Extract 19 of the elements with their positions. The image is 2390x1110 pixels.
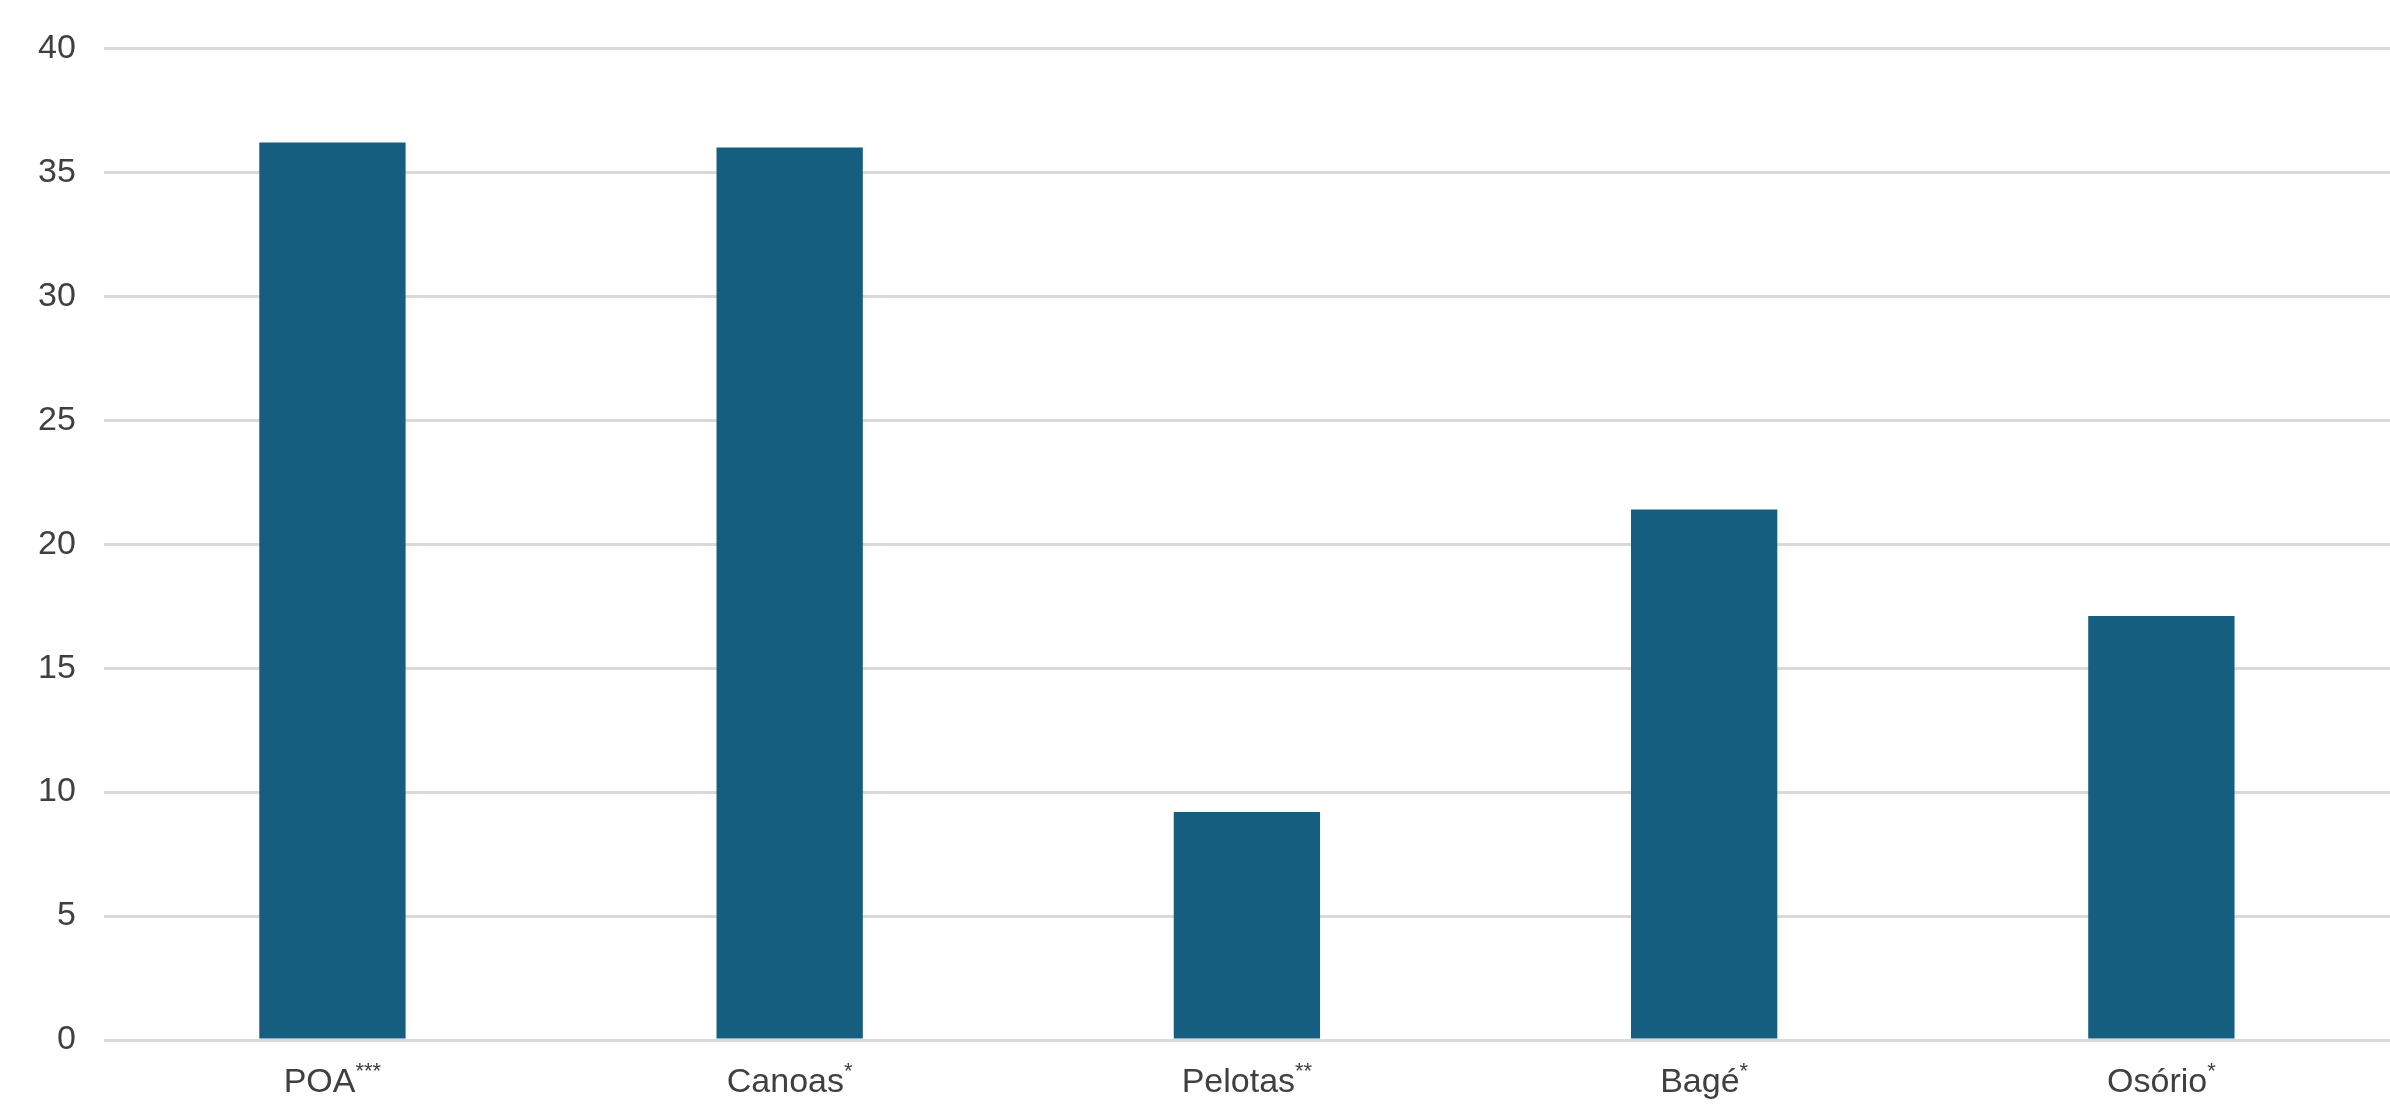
bar: [1630, 509, 1778, 1039]
y-tick-label: 0: [56, 1018, 76, 1057]
bar: [259, 142, 406, 1039]
y-tick-label: 20: [37, 522, 76, 561]
y-tick-label: 25: [37, 398, 76, 437]
y-tick-label: 15: [37, 646, 76, 685]
x-tick-label: Osório*: [2107, 1058, 2217, 1099]
x-tick-label: Canoas*: [726, 1058, 853, 1099]
bar: [2088, 616, 2235, 1039]
x-tick-label: Bagé*: [1660, 1058, 1749, 1099]
x-tick-label: Pelotas**: [1181, 1058, 1313, 1099]
x-tick-label: POA***: [283, 1058, 382, 1099]
y-tick-label: 40: [37, 26, 76, 65]
bar: [1173, 811, 1321, 1039]
y-tick-label: 5: [56, 894, 76, 933]
bar: [716, 147, 863, 1039]
y-tick-label: 30: [37, 274, 76, 313]
y-tick-label: 10: [37, 770, 76, 809]
y-tick-label: 35: [37, 150, 76, 189]
